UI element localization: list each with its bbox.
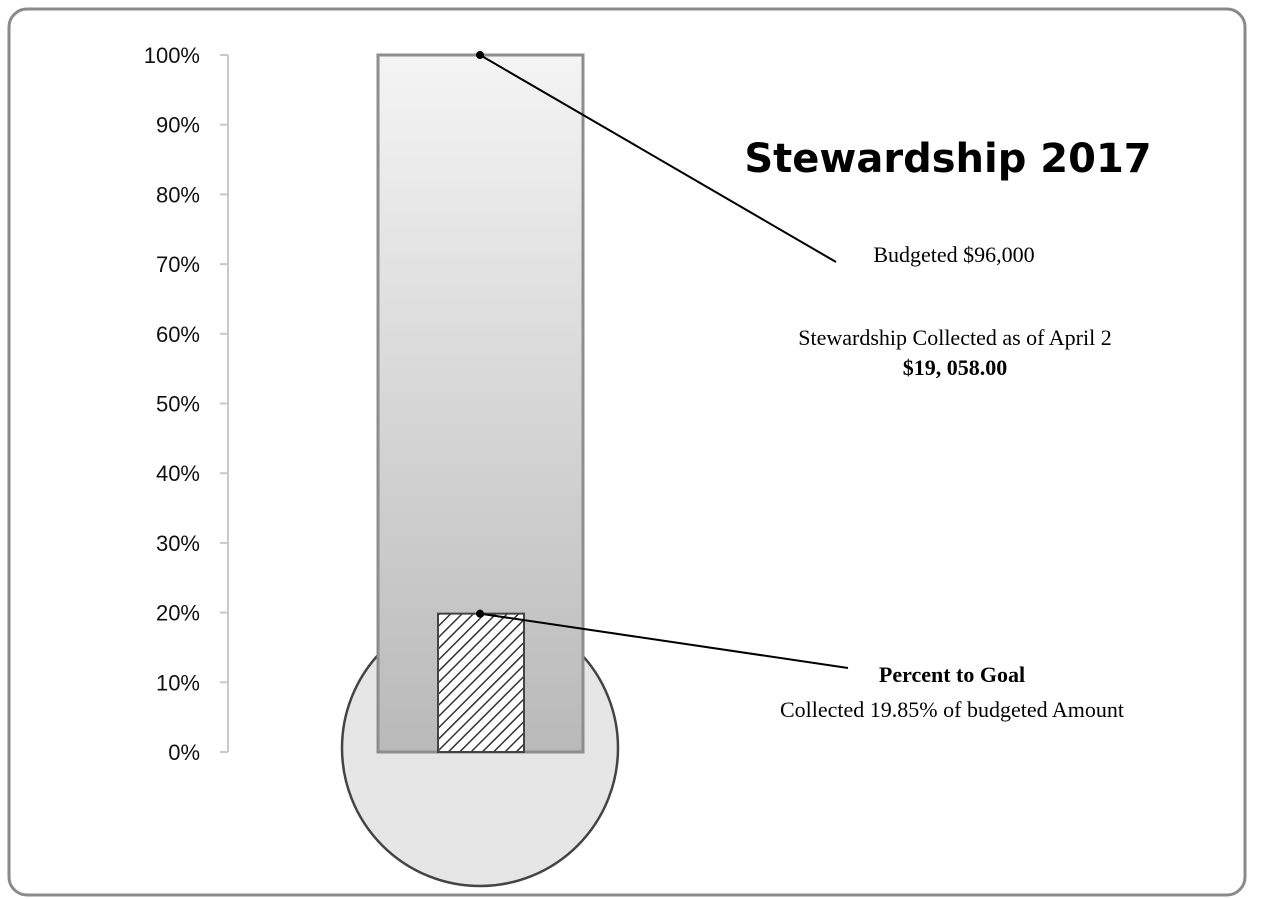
budget-leader-line [479,54,837,263]
percent-text: Collected 19.85% of budgeted Amount [780,697,1124,722]
budget-label: Budgeted $96,000 [873,242,1034,267]
percent-marker [476,609,484,618]
y-axis-ticks: 0% 10% 20% 30% 40% 50% 60% 70% 80% 90% 100% [144,43,228,765]
y-tick-label: 50% [156,392,200,417]
chart-frame [7,7,1247,897]
y-tick-label: 100% [144,43,200,68]
y-tick-label: 0% [168,740,200,765]
y-tick-label: 30% [156,531,200,556]
budget-marker [476,51,484,59]
y-tick-label: 10% [156,670,200,695]
y-tick-label: 70% [156,252,200,277]
y-tick-label: 20% [156,601,200,626]
chart-title: Stewardship 2017 [744,136,1151,182]
y-tick-label: 80% [156,182,200,207]
y-tick-label: 40% [156,461,200,486]
collected-bar [437,612,525,754]
collected-amount-label: $19, 058.00 [903,355,1008,380]
y-tick-label: 60% [156,322,200,347]
percent-heading: Percent to Goal [879,662,1025,687]
percent-leader-line [479,612,849,669]
collected-date-label: Stewardship Collected as of April 2 [798,325,1111,350]
y-tick-label: 90% [156,113,200,138]
